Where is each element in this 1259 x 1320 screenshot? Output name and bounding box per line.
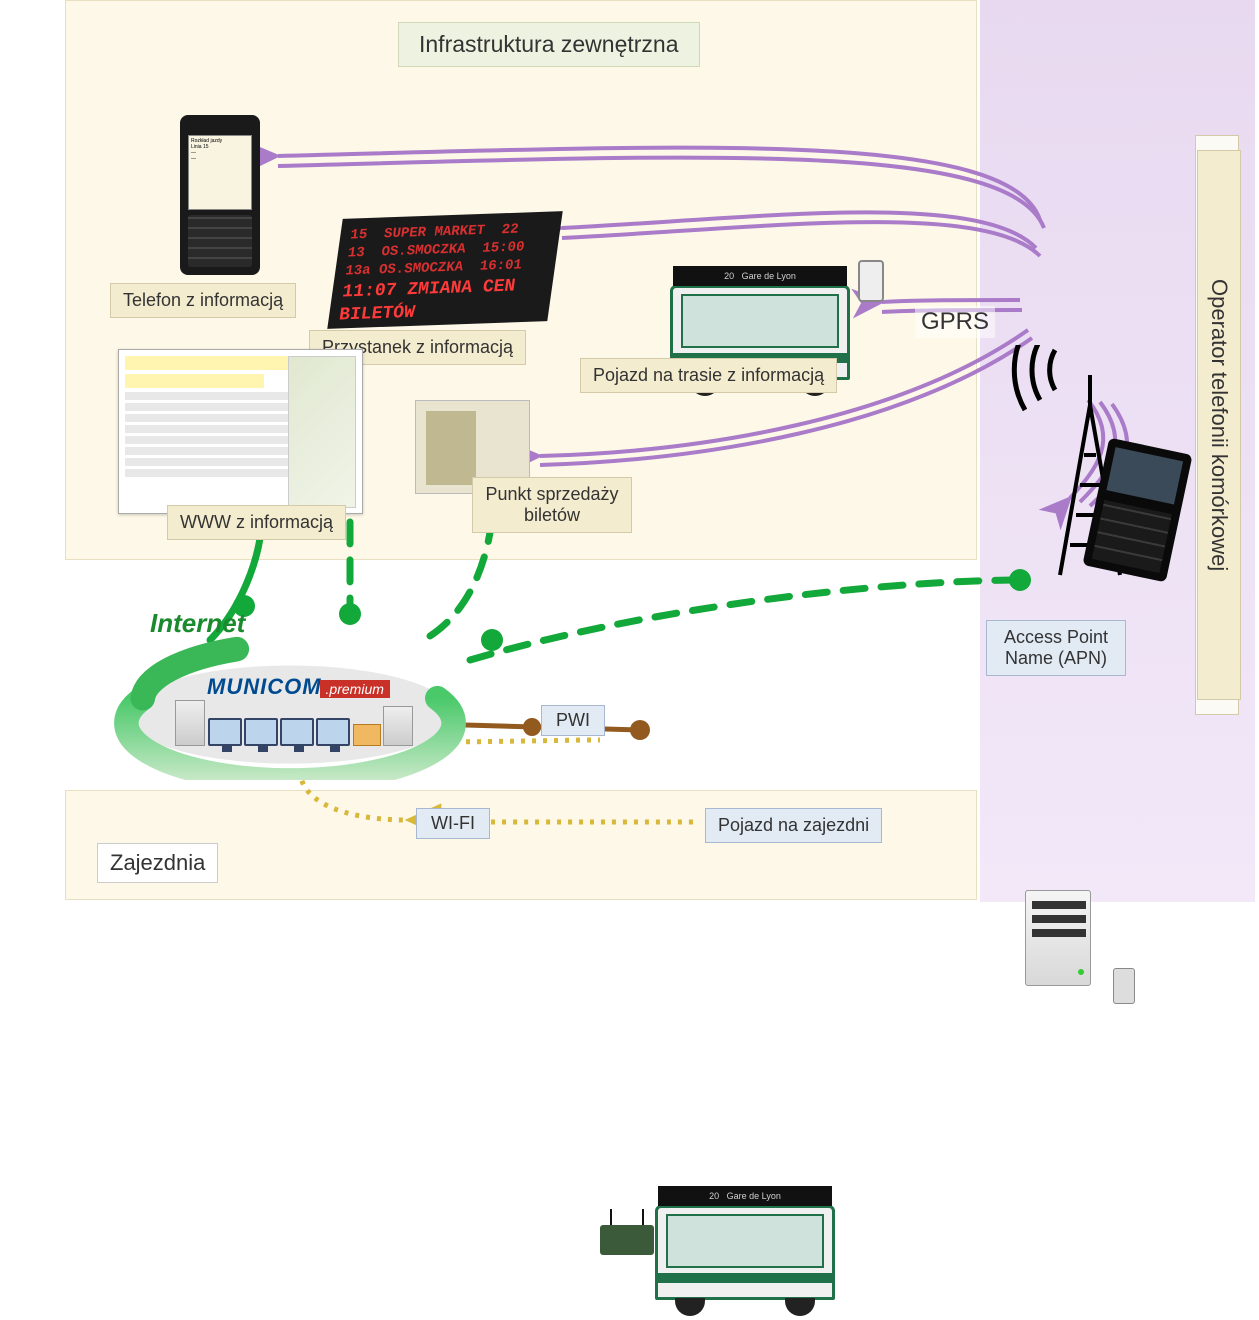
gprs-label: GPRS — [915, 306, 995, 338]
phone-label: Telefon z informacją — [110, 283, 296, 318]
apn-label: Access Point Name (APN) — [986, 620, 1126, 676]
server-icon — [1025, 890, 1115, 1000]
municom-brand: MUNICOM — [207, 674, 322, 699]
municom-suffix: .premium — [320, 680, 390, 698]
pwi-label: PWI — [541, 705, 605, 736]
internet-label: Internet — [150, 608, 245, 639]
depot-label: Zajezdnia — [97, 843, 218, 883]
stop-display-icon: 15 SUPER MARKET 22 13 OS.SMOCZKA 15:00 1… — [335, 215, 555, 325]
wifi-label: WI-FI — [416, 808, 490, 839]
phone-icon: Rozkład jazdyLinia 15—— — [175, 115, 265, 285]
bus-route-label: Pojazd na trasie z informacją — [580, 358, 837, 393]
title-label: Infrastruktura zewnętrzna — [398, 22, 700, 67]
ticket-label: Punkt sprzedaży biletów — [472, 477, 632, 533]
municom-logo: MUNICOM.premium — [207, 674, 390, 700]
www-label: WWW z informacją — [167, 505, 346, 540]
municom-hardware-icon — [175, 700, 415, 746]
diagram-canvas: Infrastruktura zewnętrzna Operator telef… — [0, 0, 1259, 902]
www-icon — [118, 349, 363, 514]
operator-label: Operator telefonii komórkowej — [1197, 150, 1241, 700]
bus-depot-label: Pojazd na zajezdni — [705, 808, 882, 843]
bus-depot-icon: 20 Gare de Lyon — [645, 1170, 845, 1320]
tower-icon — [1000, 345, 1180, 585]
